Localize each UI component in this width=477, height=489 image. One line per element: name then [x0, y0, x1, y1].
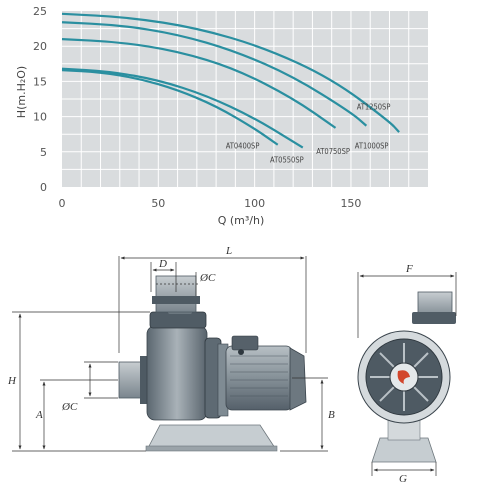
curve-at0400sp — [61, 69, 279, 146]
cable-gland-icon — [238, 349, 244, 355]
motor-body — [225, 345, 293, 411]
pump-performance-chart: AT0400SP AT0550SP AT0750SP AT1000SP AT1250SP… — [15, 5, 428, 227]
strainer-housing — [146, 325, 208, 421]
series-label-at1000sp: AT1000SP — [355, 141, 389, 150]
y-tick-label: 10 — [33, 111, 47, 124]
curve-at1000sp — [61, 21, 368, 127]
x-tick-label: 150 — [340, 197, 361, 210]
x-tick-label: 50 — [151, 197, 165, 210]
y-tick-label: 25 — [33, 5, 47, 18]
dim-label-B: B — [328, 409, 335, 421]
impeller-logo-icon — [397, 370, 410, 384]
series-label-at1250sp: AT1250SP — [357, 103, 391, 112]
curve-at0550sp — [61, 67, 304, 149]
x-tick-label: 100 — [244, 197, 265, 210]
dim-label-D: D — [158, 258, 167, 270]
fan-cover — [289, 347, 307, 411]
dim-label-F: F — [405, 263, 413, 275]
series-label-at0550sp: AT0550SP — [270, 155, 304, 164]
pump-base — [147, 424, 276, 449]
side-dimensions — [12, 256, 328, 452]
pump-front-view — [357, 291, 456, 463]
front-base — [371, 437, 437, 463]
curve-at0750sp — [61, 38, 337, 129]
y-tick-label: 15 — [33, 75, 47, 88]
curve-at1250sp — [61, 12, 400, 133]
y-tick-label: 5 — [40, 146, 47, 159]
dim-label-L: L — [225, 245, 232, 257]
y-tick-label: 0 — [40, 181, 47, 194]
curves: AT0400SP AT0550SP AT0750SP AT1000SP AT1250SP — [61, 12, 400, 164]
dim-label-A: A — [35, 409, 43, 421]
y-tick-label: 20 — [33, 40, 47, 53]
series-label-at0750sp: AT0750SP — [316, 147, 350, 156]
y-axis-label: H(m.H₂O) — [15, 66, 28, 118]
strainer-lid — [149, 311, 207, 329]
tick-labels: 0 50 100 150 0 5 10 15 20 25 — [33, 5, 361, 210]
x-tick-label: 0 — [59, 197, 66, 210]
pump-side-view — [118, 275, 307, 452]
terminal-box — [231, 335, 259, 351]
motor-fins — [230, 355, 288, 397]
dim-label-C-side: ØC — [61, 401, 78, 413]
series-label-at0400sp: AT0400SP — [226, 141, 260, 150]
suction-flange — [140, 356, 149, 404]
discharge-flange — [152, 296, 200, 304]
dim-label-H: H — [7, 375, 17, 387]
x-axis-label: Q (m³/h) — [218, 214, 265, 227]
front-dimensions — [357, 272, 457, 476]
front-discharge-flange — [412, 312, 456, 324]
dim-label-G: G — [399, 473, 407, 485]
base-foot — [145, 445, 278, 452]
dim-label-C-top: ØC — [199, 272, 216, 284]
